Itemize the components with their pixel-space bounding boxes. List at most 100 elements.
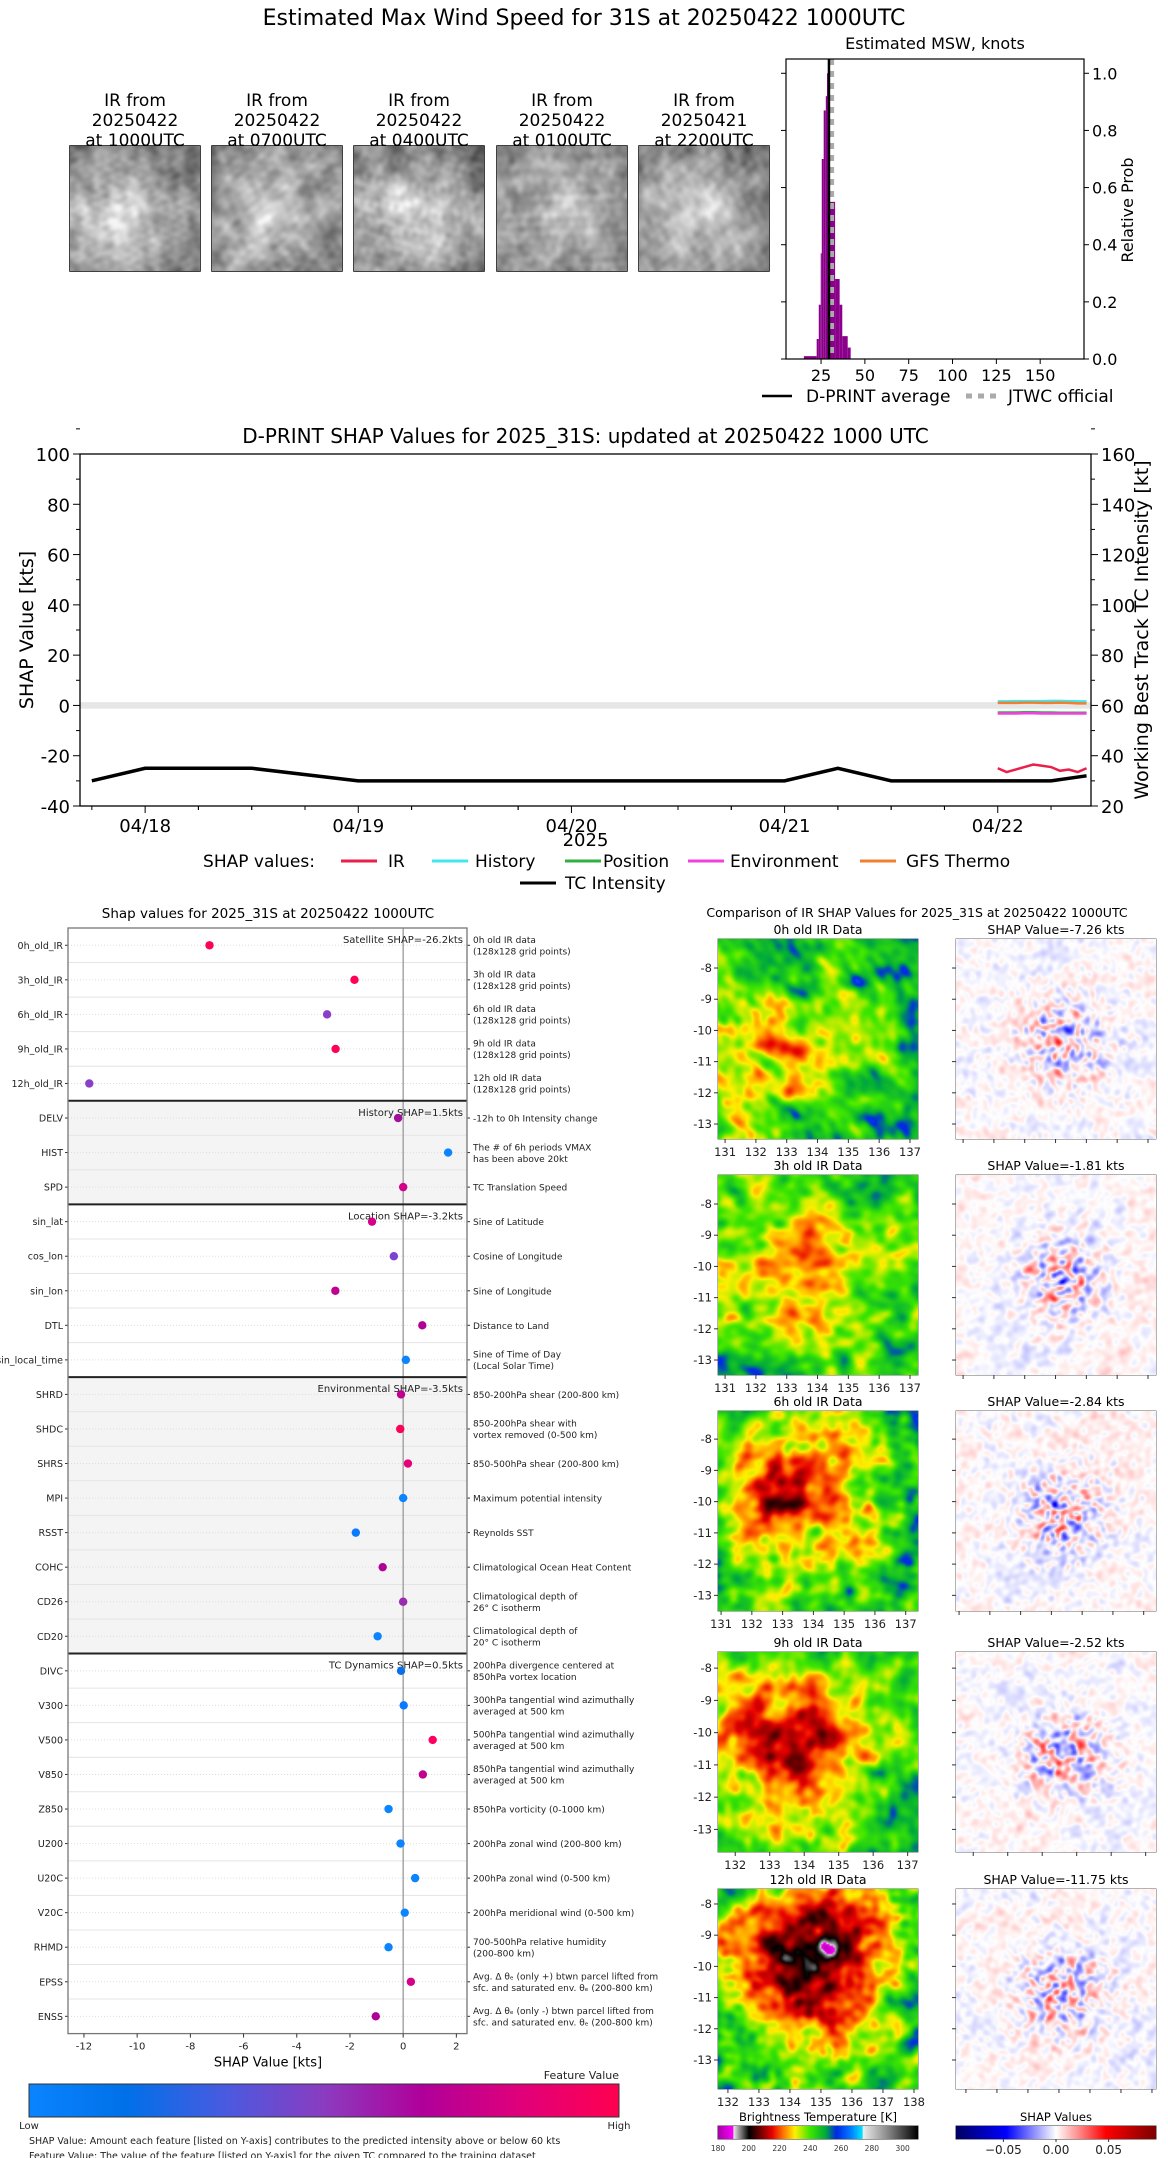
lon-tick-label: 138 <box>903 2095 925 2109</box>
lon-tick-label: 136 <box>868 1381 890 1395</box>
y-tick-label: 40 <box>47 596 70 617</box>
ir-brightness-map <box>718 1889 918 2089</box>
x-tick-label: 25 <box>811 366 831 385</box>
feature-label: sin_lon <box>30 1286 63 1297</box>
x-tick-label: 150 <box>1025 366 1056 385</box>
feature-description: 700-500hPa relative humidity <box>473 1938 607 1948</box>
thumbnail-caption: 20250421 <box>661 111 748 131</box>
bt-colorbar-tick: 260 <box>834 2144 849 2153</box>
feature-label: 3h_old_IR <box>18 975 64 986</box>
timeseries-frame <box>79 453 1092 807</box>
lat-tick-label: -10 <box>693 1495 712 1509</box>
lon-tick-label: 135 <box>837 1145 859 1159</box>
y-tick-label: 60 <box>47 546 70 567</box>
lat-tick-label: -8 <box>701 1197 712 1211</box>
ir-thumbnail-image <box>497 146 627 271</box>
feature-dot <box>331 1044 340 1054</box>
lon-tick-label: 131 <box>714 1381 736 1395</box>
feature-description: 850-200hPa shear with <box>473 1420 577 1430</box>
lon-tick-label: 137 <box>897 1858 919 1872</box>
ir-brightness-map <box>718 939 918 1139</box>
lat-tick-label: -13 <box>693 2053 712 2067</box>
feature-description: 12h old IR data <box>473 1074 542 1084</box>
feature-label: V300 <box>38 1701 63 1712</box>
y2-tick-label: 40 <box>1101 747 1124 768</box>
y-tick-label: 1.0 <box>1092 64 1117 83</box>
x-tick-label: 50 <box>855 366 875 385</box>
feature-description: 850hPa tangential wind azimuthally <box>473 1765 635 1775</box>
thumbnail-caption: IR from <box>104 91 166 111</box>
feature-label: 6h_old_IR <box>18 1010 64 1021</box>
histogram-bar <box>818 304 821 359</box>
y2-tick-label: 140 <box>1101 495 1135 516</box>
feature-dot <box>400 1908 409 1917</box>
feature-description: 850hPa vorticity (0-1000 km) <box>473 1806 605 1816</box>
x-tick-label: 04/20 <box>546 816 598 837</box>
feature-description: The # of 6h periods VMAX <box>472 1143 591 1153</box>
feature-description: 9h old IR data <box>473 1040 536 1050</box>
feature-label: HIST <box>41 1148 63 1159</box>
bt-colorbar-tick: 180 <box>711 2144 726 2153</box>
shap-panel-title: SHAP Value=-1.81 kts <box>987 1158 1124 1173</box>
bt-colorbar-tick: 280 <box>865 2144 880 2153</box>
lat-tick-label: -9 <box>701 1693 712 1707</box>
legend-label: TC Intensity <box>564 874 666 894</box>
feature-description: Distance to Land <box>473 1322 549 1332</box>
group-shap-label: TC Dynamics SHAP=0.5kts <box>328 1661 463 1672</box>
feature-description: has been above 20kt <box>473 1155 568 1165</box>
zero-band <box>80 702 1091 709</box>
lon-tick-label: 133 <box>776 1381 798 1395</box>
feature-dot <box>331 1286 340 1295</box>
feature-dot <box>322 1010 332 1019</box>
x-axis-label: 2025 <box>563 830 609 851</box>
histogram-title: Estimated MSW, knots <box>845 34 1025 53</box>
feature-description: (Local Solar Time) <box>473 1362 554 1372</box>
lat-tick-label: -12 <box>693 1790 712 1804</box>
lat-tick-label: -11 <box>693 1758 712 1772</box>
feature-dot <box>418 1321 427 1330</box>
feature-description: 850-200hPa shear (200-800 km) <box>473 1391 619 1401</box>
x-tick-label: -6 <box>239 2042 249 2053</box>
lon-tick-label: 137 <box>899 1145 921 1159</box>
y-tick-label: 0.0 <box>1092 350 1117 369</box>
lat-tick-label: -12 <box>693 2022 712 2036</box>
series-line-ir <box>997 763 1088 774</box>
shap-panel-title: SHAP Value=-7.26 kts <box>987 922 1124 937</box>
ir-panel-title: 3h old IR Data <box>773 1158 862 1173</box>
bt-colorbar-title: Brightness Temperature [K] <box>739 2110 897 2124</box>
lat-tick-label: -9 <box>701 1463 712 1477</box>
ir-thumbnail-image <box>354 146 484 271</box>
feature-description: (128x128 grid points) <box>473 948 571 958</box>
feature-description: Climatological depth of <box>473 1592 578 1602</box>
y-tick-label: 0.6 <box>1092 179 1117 198</box>
ir-panel-title: 0h old IR Data <box>773 922 862 937</box>
feature-description: 850-500hPa shear (200-800 km) <box>473 1460 619 1470</box>
histogram-bar <box>835 279 840 359</box>
y2-tick-label: 120 <box>1101 546 1135 567</box>
y-tick-label: 80 <box>47 495 70 516</box>
feature-label: RHMD <box>34 1943 63 1954</box>
x-tick-label: 2 <box>453 2042 459 2053</box>
feature-dot <box>443 1148 453 1157</box>
lat-tick-label: -12 <box>693 1557 712 1571</box>
feature-dot <box>205 941 214 950</box>
feature-description: TC Translation Speed <box>472 1184 567 1194</box>
x-tick-label: 04/22 <box>972 816 1024 837</box>
feature-dot <box>396 1666 406 1676</box>
feature-dot <box>401 1355 411 1365</box>
shap-colorbar-title: SHAP Values <box>1020 2110 1092 2124</box>
feature-label: EPSS <box>39 1977 63 1988</box>
histogram-bar <box>839 304 843 359</box>
lon-tick-label: 136 <box>868 1145 890 1159</box>
legend-label: D-PRINT average <box>806 387 950 407</box>
footnote: SHAP Value: Amount each feature [listed … <box>29 2136 560 2147</box>
feature-label: DELV <box>39 1114 64 1125</box>
shap-colorbar-tick: 0.05 <box>1095 2143 1122 2157</box>
feature-dot <box>367 1217 377 1226</box>
ir-thumbnail-image <box>212 146 342 271</box>
feature-description: Avg. Δ θₑ (only +) btwn parcel lifted fr… <box>473 1973 658 1983</box>
feature-dot <box>403 1459 413 1468</box>
feature-dot <box>396 1424 405 1434</box>
feature-dot <box>384 1943 393 1952</box>
